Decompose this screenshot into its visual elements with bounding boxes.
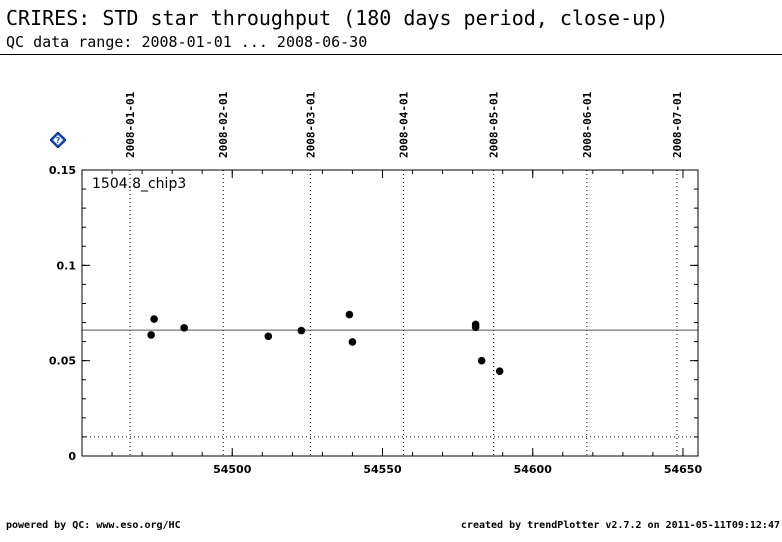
- x-tick-label: 54600: [514, 463, 553, 476]
- date-label: 2008-04-01: [398, 91, 411, 158]
- data-point: [348, 338, 357, 346]
- x-tick-label: 54550: [363, 463, 402, 476]
- data-point: [147, 331, 155, 339]
- data-point: [471, 323, 480, 332]
- y-tick-label: 0.1: [57, 259, 77, 272]
- page-title: CRIRES: STD star throughput (180 days pe…: [6, 6, 669, 30]
- data-point: [477, 356, 486, 365]
- help-diamond-icon[interactable]: ?: [50, 132, 66, 148]
- data-point: [264, 332, 273, 341]
- svg-text:?: ?: [56, 136, 61, 145]
- date-label: 2008-03-01: [304, 91, 317, 158]
- y-tick-label: 0.05: [49, 355, 76, 368]
- series-label: 1504.8_chip3: [92, 176, 186, 192]
- plot-frame: [81, 169, 699, 457]
- header-divider: [0, 54, 782, 55]
- date-label: 2008-02-01: [217, 91, 230, 158]
- x-tick-label: 54500: [213, 463, 252, 476]
- date-label: 2008-05-01: [488, 91, 501, 158]
- footer-created-by: created by trendPlotter v2.7.2 on 2011-0…: [460, 520, 780, 531]
- footer-powered-by: powered by QC: www.eso.org/HC: [6, 520, 181, 531]
- page-subtitle: QC data range: 2008-01-01 ... 2008-06-30: [6, 33, 368, 51]
- data-point: [150, 315, 158, 323]
- y-tick-label: 0: [68, 450, 76, 463]
- data-point: [180, 324, 188, 332]
- data-point: [345, 310, 354, 319]
- data-point: [297, 326, 306, 335]
- date-label: 2008-07-01: [671, 91, 684, 158]
- date-label: 2008-01-01: [124, 91, 137, 158]
- date-label: 2008-06-01: [581, 91, 594, 158]
- x-tick-label: 54650: [664, 463, 703, 476]
- data-point: [495, 367, 504, 375]
- y-tick-label: 0.15: [49, 164, 76, 177]
